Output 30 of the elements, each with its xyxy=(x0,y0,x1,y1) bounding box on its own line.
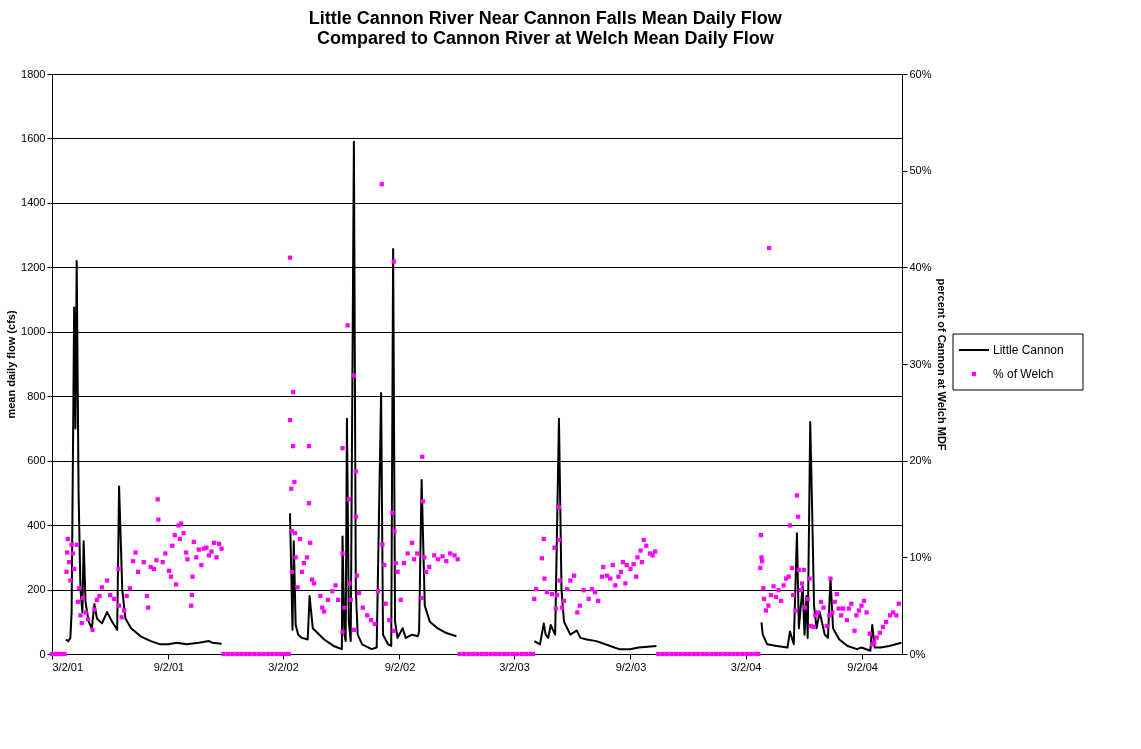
x-tick-label: 9/2/03 xyxy=(615,660,647,673)
chart-title: Little Cannon River Near Cannon Falls Mean Daily Flow Compared to Cannon River at Welch Mean Daily Flow xyxy=(308,8,783,48)
y2-tick-label: 50% xyxy=(909,164,932,177)
y2-tick-label: 0% xyxy=(909,647,926,660)
x-tick-label: 3/2/02 xyxy=(268,660,299,673)
y-tick-label: 1600 xyxy=(21,131,46,144)
x-tick-label: 3/2/01 xyxy=(52,660,84,673)
y-tick-label: 400 xyxy=(27,518,46,531)
y2-tick-label: 10% xyxy=(909,550,932,563)
y2-axis-title: percent of Cannon at Welch MDF xyxy=(935,278,948,451)
x-tick-label: 3/2/03 xyxy=(499,660,530,673)
x-tick-label: 9/2/02 xyxy=(384,660,416,673)
y-tick-label: 0 xyxy=(39,647,46,660)
legend-label: Little Cannon xyxy=(993,343,1064,357)
y-tick-label: 1200 xyxy=(21,260,46,273)
y-tick-label: 1400 xyxy=(21,196,46,209)
y-tick-label: 600 xyxy=(27,454,46,467)
x-tick-label: 9/2/01 xyxy=(153,660,185,673)
y2-tick-label: 30% xyxy=(909,357,932,370)
y-tick-label: 1000 xyxy=(21,325,46,338)
y2-tick-label: 60% xyxy=(909,67,932,80)
y-axis-title: mean daily flow (cfs) xyxy=(5,310,18,419)
x-tick-label: 9/2/04 xyxy=(847,660,878,673)
y-tick-label: 1800 xyxy=(21,67,46,80)
y-tick-label: 800 xyxy=(27,389,46,402)
y-tick-label: 200 xyxy=(27,583,46,596)
legend-label: % of Welch xyxy=(993,367,1054,381)
y2-tick-label: 20% xyxy=(909,454,932,467)
x-tick-label: 3/2/04 xyxy=(730,660,762,673)
y2-tick-label: 40% xyxy=(909,260,932,273)
